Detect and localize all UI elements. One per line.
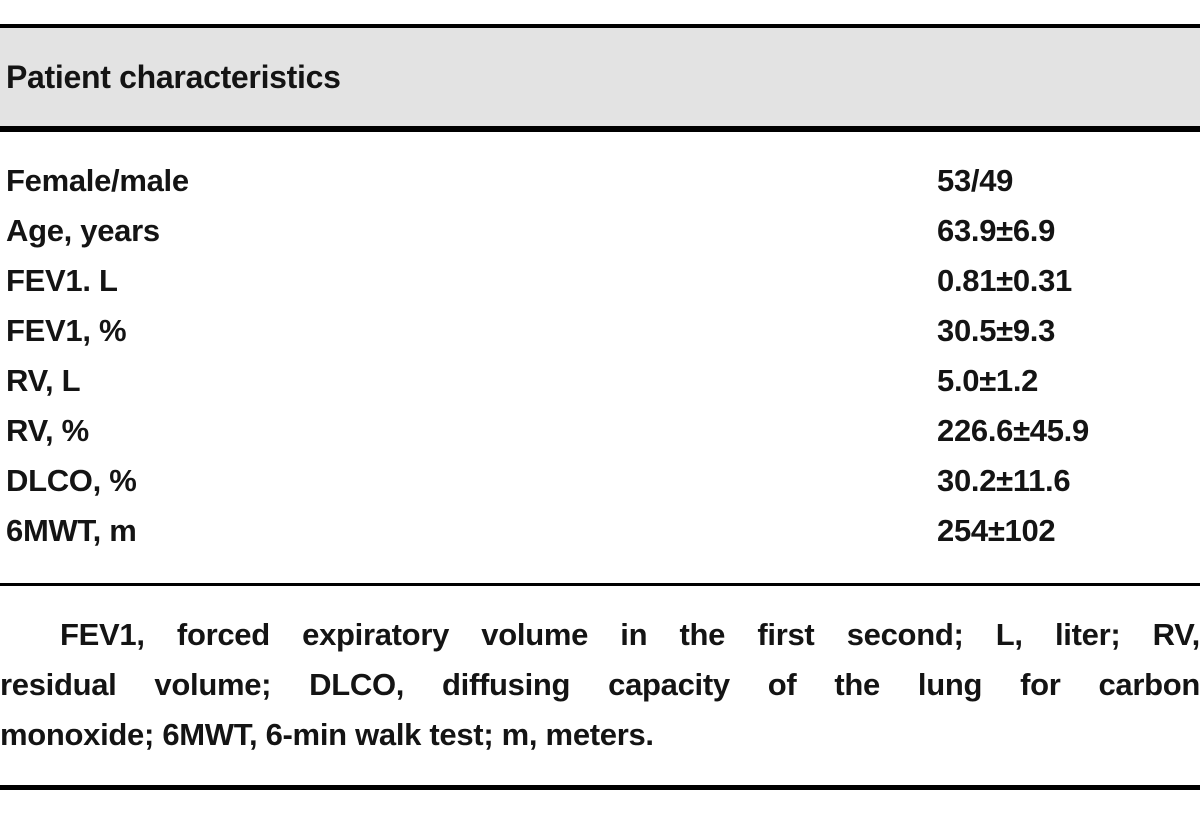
table-footnote: FEV1, forced expiratory volume in the fi…	[0, 586, 1200, 785]
row-value: 254±102	[937, 513, 1056, 548]
table-row: RV, L 5.0±1.2	[6, 356, 1200, 406]
row-value: 63.9±6.9	[937, 213, 1056, 248]
row-value: 0.81±0.31	[937, 263, 1072, 298]
table-row: 6MWT, m 254±102	[6, 506, 1200, 556]
row-label: FEV1. L	[6, 263, 118, 298]
row-label: Age, years	[6, 213, 160, 248]
row-label: RV, L	[6, 363, 81, 398]
table-row: RV, % 226.6±45.9	[6, 406, 1200, 456]
row-label: FEV1, %	[6, 313, 127, 348]
header-bottom-rule	[0, 126, 1200, 132]
table-row: FEV1, % 30.5±9.3	[6, 306, 1200, 356]
footnote-line: residual volume; DLCO, diffusing capacit…	[0, 667, 1200, 702]
page-title: Patient characteristics	[6, 58, 341, 95]
row-value: 5.0±1.2	[937, 363, 1039, 398]
top-rule	[0, 24, 1200, 28]
row-value: 226.6±45.9	[937, 413, 1089, 448]
table-header-band: Patient characteristics	[0, 28, 1200, 126]
table-row: DLCO, % 30.2±11.6	[6, 456, 1200, 506]
footnote-line: FEV1, forced expiratory volume in the fi…	[60, 617, 1200, 652]
row-label: 6MWT, m	[6, 513, 137, 548]
row-label: DLCO, %	[6, 463, 137, 498]
table-body: Female/male 53/49 Age, years 63.9±6.9 FE…	[0, 132, 1200, 583]
row-value: 30.5±9.3	[937, 313, 1056, 348]
row-value: 30.2±11.6	[937, 463, 1071, 498]
table-row: FEV1. L 0.81±0.31	[6, 256, 1200, 306]
row-label: RV, %	[6, 413, 89, 448]
bottom-rule	[0, 785, 1200, 790]
body-footnote-divider-rule	[0, 583, 1200, 586]
table-row: Age, years 63.9±6.9	[6, 206, 1200, 256]
row-value: 53/49	[937, 163, 1014, 198]
table-row: Female/male 53/49	[6, 156, 1200, 206]
footnote-line: monoxide; 6MWT, 6-min walk test; m, mete…	[0, 717, 654, 752]
row-label: Female/male	[6, 163, 189, 198]
